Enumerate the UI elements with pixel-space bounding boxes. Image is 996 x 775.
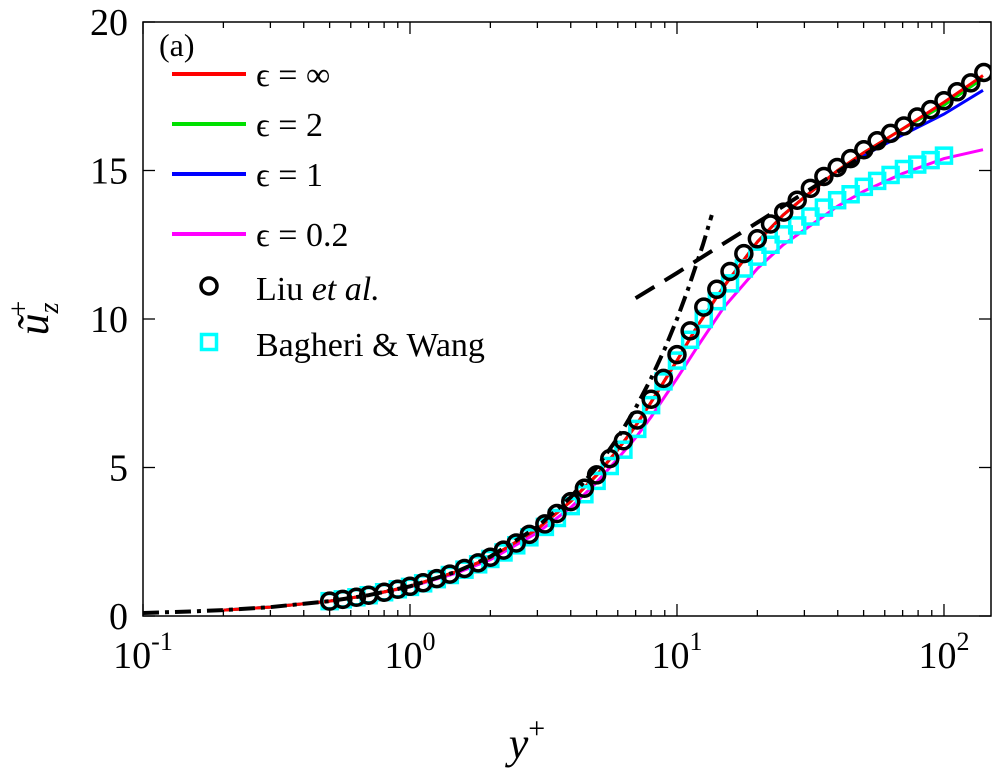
x-tick-label: 100 [384,627,435,677]
legend-label: ϵ = 2 [256,107,323,144]
svg-text:y+: y+ [505,712,545,768]
liu-marker [667,344,687,365]
x-axis-title-base: y [505,719,529,768]
legend-label: ϵ = ∞ [256,57,330,94]
y-axis-title-base: ũ [9,313,58,335]
y-tick-label: 10 [90,299,128,341]
liu-marker [974,62,991,83]
liu-marker [547,503,567,524]
bagheri-wang-marker [628,419,647,439]
liu-marker [840,148,861,169]
liu-marker [934,90,954,111]
liu-marker [894,116,914,136]
x-axis-title: y+ [505,712,545,768]
y-tick-label: 5 [109,448,128,490]
liu-marker [720,261,740,282]
legend-swatch-square [199,332,219,352]
x-tick-label: 101 [651,627,702,677]
bagheri-wang-marker [934,146,954,165]
legend-label: Liu et al. [256,271,380,308]
y-axis-title-sub: z [34,302,65,314]
legend-label: Bagheri & Wang [256,327,485,364]
y-axis-title: ũz+ [4,301,65,336]
bagheri-wang-marker [680,330,700,350]
x-axis-title-sup: + [528,712,545,745]
legend-swatch-circle [199,276,219,296]
liu-marker [641,389,661,409]
liu-marker [519,524,540,545]
legend-label: ϵ = 1 [256,157,323,194]
y-tick-label: 20 [90,2,128,44]
x-tick-label: 10-1 [113,627,173,677]
y-tick-label: 15 [90,151,128,193]
liu-marker [535,514,555,534]
liu-marker [961,73,981,93]
y-tick-label: 0 [109,596,128,638]
y-axis-title-sup: + [4,301,35,317]
bagheri-wang-marker [694,309,714,329]
bagheri-wang-marker [614,440,633,459]
liu-marker [680,321,700,341]
legend-label: ϵ = 0.2 [256,217,348,254]
liu-marker [707,279,727,300]
liu-marker [734,243,754,264]
liu-marker [694,297,714,317]
reference-line-0 [143,214,714,615]
legend: ϵ = ∞ ϵ = 2 ϵ = 1 ϵ = 0.2 Liu et al. Bagheri … [172,57,485,364]
liu-marker [814,166,834,187]
liu-marker [800,178,821,199]
panel-label: (a) [159,27,195,63]
liu-marker [653,368,674,389]
bagheri-wang-marker [600,456,620,476]
liu-marker [560,491,581,512]
liu-marker [920,99,941,120]
reference-line-1 [634,140,886,300]
liu-marker [747,229,768,249]
svg-text:ũz+: ũz+ [4,301,65,336]
x-tick-label: 102 [918,627,969,677]
liu-marker [947,82,967,102]
liu-marker [574,478,595,499]
liu-marker [506,533,526,553]
